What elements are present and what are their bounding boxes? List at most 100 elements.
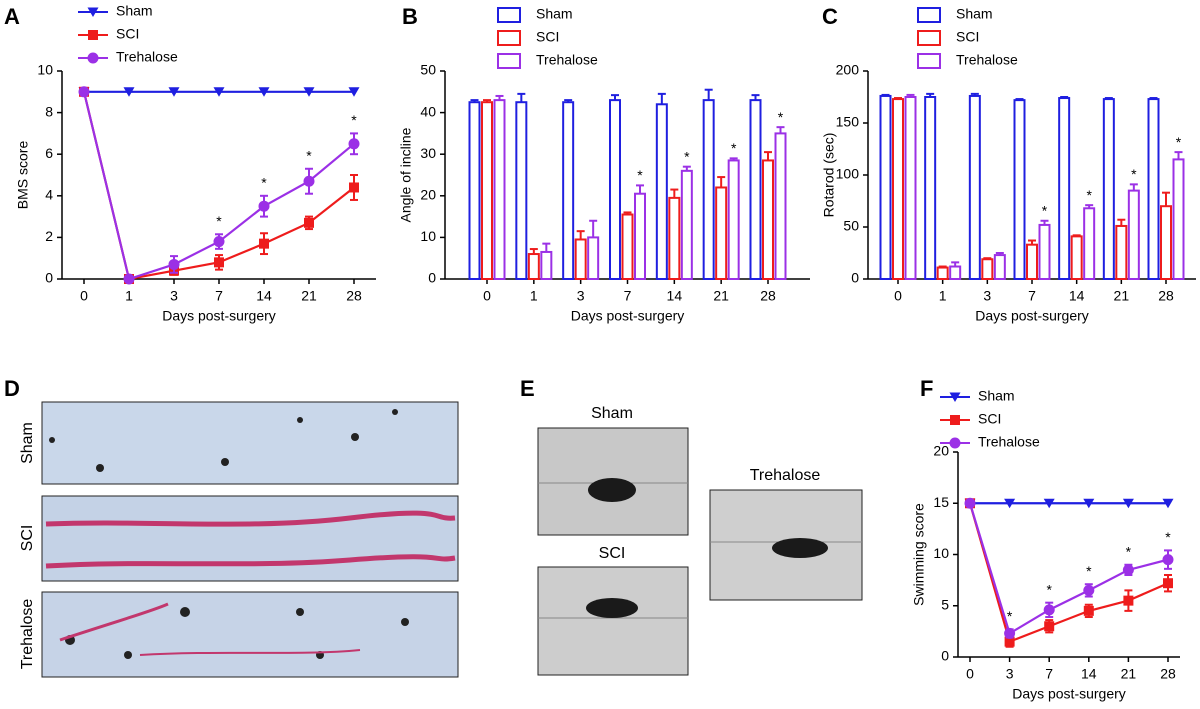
significance: * bbox=[351, 112, 357, 128]
marker bbox=[1004, 498, 1016, 509]
bar bbox=[655, 103, 668, 280]
marker bbox=[258, 87, 270, 97]
marker bbox=[964, 497, 976, 509]
significance: * bbox=[306, 147, 312, 163]
error-bar bbox=[1104, 97, 1113, 100]
error-bar bbox=[564, 99, 573, 103]
significance: * bbox=[216, 213, 222, 229]
y-tick-label: 10 bbox=[420, 228, 436, 244]
marker bbox=[1122, 498, 1134, 509]
bar bbox=[515, 101, 528, 280]
drag-trace bbox=[45, 510, 456, 527]
photo-label: Sham bbox=[591, 405, 633, 422]
legend-swatch bbox=[497, 7, 521, 23]
x-tick-label: 21 bbox=[301, 288, 317, 304]
legend-label: Trehalose bbox=[116, 49, 178, 65]
panel-label: F bbox=[920, 376, 933, 401]
significance: * bbox=[1042, 202, 1048, 218]
error-bar bbox=[682, 165, 691, 171]
marker bbox=[304, 217, 314, 228]
photo bbox=[41, 591, 459, 678]
marker bbox=[1043, 604, 1055, 616]
mouse bbox=[772, 538, 828, 558]
x-tick-label: 7 bbox=[215, 288, 223, 304]
x-tick-label: 7 bbox=[1045, 666, 1053, 682]
y-tick-label: 40 bbox=[420, 103, 436, 119]
bar bbox=[949, 265, 962, 280]
bar bbox=[1102, 98, 1115, 280]
bar bbox=[1038, 223, 1051, 280]
bar bbox=[680, 169, 693, 280]
error-bar bbox=[776, 126, 785, 134]
bar bbox=[1083, 207, 1096, 280]
error-bar bbox=[1072, 234, 1081, 237]
marker bbox=[259, 238, 269, 249]
error-bar bbox=[529, 248, 538, 255]
x-tick-label: 21 bbox=[713, 288, 729, 304]
y-tick-label: 10 bbox=[933, 545, 949, 561]
mouse bbox=[586, 598, 638, 618]
y-tick-label: 0 bbox=[941, 648, 949, 664]
x-tick-label: 1 bbox=[939, 288, 947, 304]
bar bbox=[621, 213, 634, 281]
bar bbox=[1160, 205, 1172, 280]
error-bar bbox=[951, 261, 960, 267]
photo-label: SCI bbox=[19, 525, 36, 552]
x-tick-label: 14 bbox=[667, 288, 683, 304]
marker bbox=[168, 258, 180, 270]
bar bbox=[527, 253, 540, 280]
y-tick-label: 30 bbox=[420, 145, 436, 161]
legend-swatch bbox=[917, 53, 941, 69]
bar bbox=[715, 186, 728, 280]
x-tick-label: 28 bbox=[1160, 666, 1176, 682]
y-tick-label: 6 bbox=[45, 145, 53, 161]
error-bar bbox=[670, 188, 679, 198]
legend-swatch bbox=[497, 53, 521, 69]
bar bbox=[540, 250, 553, 281]
bar bbox=[1172, 158, 1185, 280]
legend-swatch bbox=[917, 30, 941, 46]
error-bar bbox=[576, 230, 585, 240]
error-bar bbox=[995, 252, 1004, 256]
x-tick-label: 14 bbox=[256, 288, 272, 304]
error-bar bbox=[1040, 219, 1049, 225]
photo bbox=[537, 566, 689, 676]
marker bbox=[123, 87, 135, 97]
panel-label: A bbox=[4, 4, 20, 29]
marker bbox=[214, 257, 224, 268]
marker bbox=[123, 273, 135, 285]
significance: * bbox=[1126, 543, 1132, 559]
x-tick-label: 14 bbox=[1069, 288, 1085, 304]
bar bbox=[993, 254, 1006, 281]
x-tick-label: 1 bbox=[125, 288, 133, 304]
bar bbox=[1013, 99, 1026, 281]
error-bar bbox=[657, 92, 666, 105]
marker bbox=[303, 87, 315, 97]
panel-label: C bbox=[822, 4, 838, 29]
x-tick-label: 28 bbox=[760, 288, 776, 304]
y-tick-label: 50 bbox=[843, 218, 859, 234]
panel-label: E bbox=[520, 376, 535, 401]
error-bar bbox=[517, 92, 526, 103]
bar bbox=[574, 238, 587, 280]
drag-trace bbox=[139, 649, 361, 656]
bar bbox=[702, 99, 715, 281]
error-bar bbox=[938, 265, 947, 268]
error-bar bbox=[483, 99, 491, 103]
y-tick-label: 8 bbox=[45, 103, 53, 119]
error-bar bbox=[1149, 97, 1158, 100]
y-tick-label: 0 bbox=[428, 270, 436, 286]
error-bar bbox=[717, 176, 726, 188]
series-line bbox=[82, 91, 355, 281]
y-tick-label: 10 bbox=[37, 62, 53, 78]
bar bbox=[634, 192, 646, 280]
bar bbox=[1070, 235, 1083, 280]
bar bbox=[1127, 189, 1140, 281]
error-bar bbox=[542, 242, 551, 252]
x-tick-label: 21 bbox=[1121, 666, 1137, 682]
error-bar bbox=[1117, 218, 1126, 226]
legend-label: Trehalose bbox=[536, 52, 598, 68]
legend-label: Trehalose bbox=[978, 434, 1040, 450]
photo-label: Trehalose bbox=[19, 599, 36, 670]
